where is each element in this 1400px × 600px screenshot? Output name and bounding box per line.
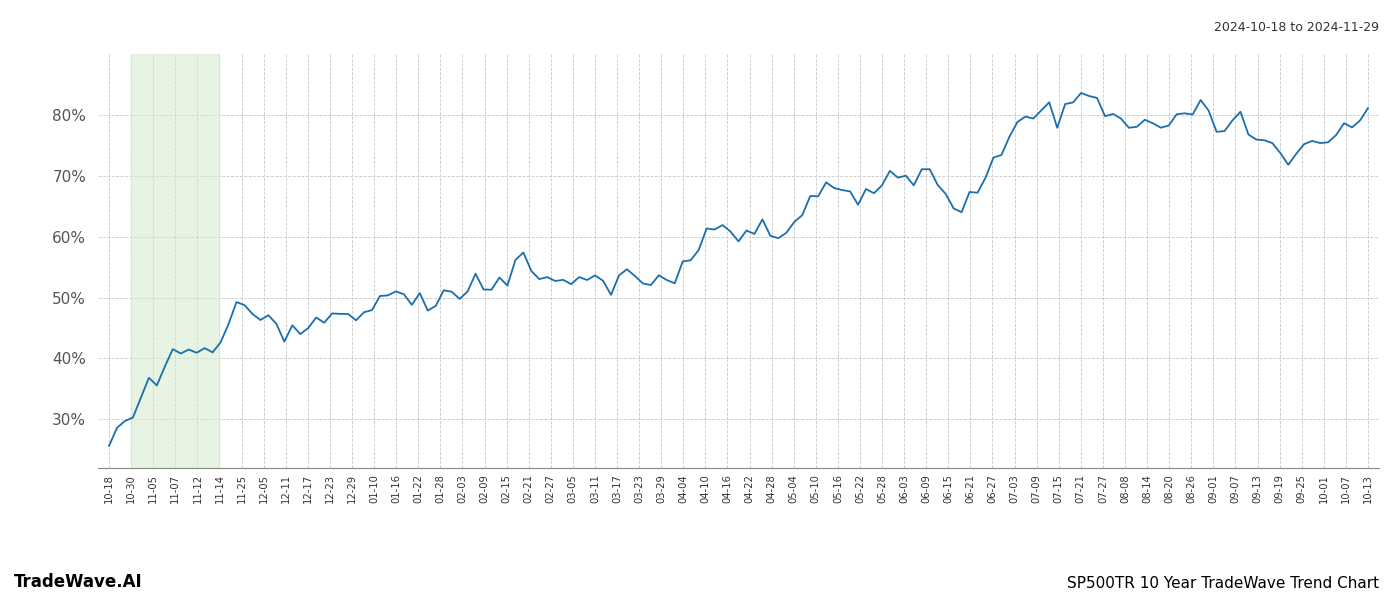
Text: SP500TR 10 Year TradeWave Trend Chart: SP500TR 10 Year TradeWave Trend Chart [1067,576,1379,591]
Text: 2024-10-18 to 2024-11-29: 2024-10-18 to 2024-11-29 [1214,21,1379,34]
Bar [132,54,220,468]
Text: TradeWave.AI: TradeWave.AI [14,573,143,591]
